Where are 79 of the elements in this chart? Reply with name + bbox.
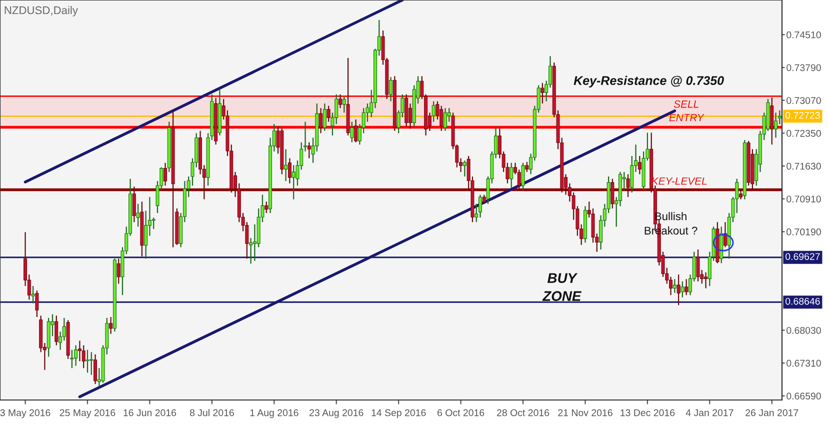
y-tick-label: 0.70190 <box>786 228 821 236</box>
x-tick-label: 26 Jan 2017 <box>746 409 798 416</box>
candlestick <box>136 203 140 228</box>
candlestick <box>82 344 86 369</box>
y-tick-label: 0.71630 <box>786 162 821 170</box>
candlestick <box>292 164 296 200</box>
candlestick <box>521 162 525 191</box>
x-tick-label: 4 Jan 2017 <box>686 409 734 416</box>
text: NZDUSD,Daily <box>4 6 78 16</box>
candlestick <box>116 258 120 284</box>
candlestick <box>54 315 58 346</box>
candlestick <box>739 190 743 200</box>
candlestick <box>264 201 268 214</box>
x-tick-label: 6 Oct 2016 <box>438 409 484 416</box>
candlestick <box>109 316 113 334</box>
y-tick-label: 0.66590 <box>786 392 821 400</box>
candlestick <box>94 354 98 385</box>
y-tick-label: 0.73790 <box>786 64 821 72</box>
candlestick <box>35 290 39 318</box>
y-tick-label: 0.67310 <box>786 360 821 367</box>
candlestick <box>510 162 514 188</box>
candlestick <box>31 285 35 304</box>
y-tick-label: 0.73070 <box>786 97 821 104</box>
annotation: BUY ZONE <box>542 273 582 301</box>
candlestick <box>482 194 486 204</box>
ref-line-label: 0.69627 <box>786 253 820 260</box>
x-tick-label: 21 Nov 2016 <box>558 409 612 416</box>
candlestick <box>86 349 90 374</box>
candlestick <box>132 186 136 223</box>
candlestick <box>672 278 676 294</box>
x-tick-label: 3 May 2016 <box>0 409 50 418</box>
candlestick <box>696 248 700 282</box>
candlestick <box>723 222 727 248</box>
candlestick <box>288 158 292 184</box>
candlestick <box>74 344 78 366</box>
ref-line-label: 0.72723 <box>786 112 820 119</box>
y-tick-label: 0.72350 <box>786 130 821 137</box>
candlestick <box>525 161 529 173</box>
candlestick <box>350 121 354 143</box>
x-tick-label: 14 Sep 2016 <box>372 409 426 418</box>
x-tick-label: 13 Dec 2016 <box>620 409 675 416</box>
candlestick <box>319 108 323 134</box>
candlestick <box>307 142 311 159</box>
candlestick <box>676 274 680 306</box>
annotation: Key-Resistance @ 0.7350 <box>574 76 724 88</box>
candlestick <box>770 97 774 146</box>
candlestick <box>610 178 614 209</box>
candlestick <box>284 148 288 182</box>
candlestick <box>680 280 684 298</box>
y-tick-label: 0.70910 <box>786 196 821 202</box>
x-tick-label: 1 Aug 2016 <box>250 409 298 418</box>
candlestick <box>338 94 342 109</box>
ref-line-label: 0.68646 <box>786 298 820 305</box>
candlestick <box>478 194 482 218</box>
x-tick-label: 16 Jun 2016 <box>124 409 176 416</box>
x-tick-label: 28 Oct 2016 <box>497 409 550 416</box>
candlestick <box>389 76 393 102</box>
candlestick <box>342 96 346 114</box>
candlestick <box>354 118 358 143</box>
candlestick <box>462 160 466 178</box>
candlestick <box>322 102 326 132</box>
candlestick <box>638 155 642 175</box>
x-tick-label: 25 May 2016 <box>60 409 116 418</box>
candlestick <box>444 108 447 132</box>
candlestick <box>626 174 630 198</box>
candlestick <box>774 112 778 138</box>
candlestick <box>326 105 330 122</box>
x-tick-label: 23 Aug 2016 <box>310 409 364 418</box>
candlestick <box>704 272 708 289</box>
candlestick <box>90 352 94 376</box>
candlestick <box>70 349 74 369</box>
candlestick <box>440 105 444 132</box>
candlestick <box>164 162 168 186</box>
candlestick <box>432 100 436 122</box>
y-tick-label: 0.74510 <box>786 31 821 38</box>
candlestick <box>540 82 544 104</box>
candlestick <box>684 278 688 296</box>
x-tick-label: 8 Jul 2016 <box>190 409 234 416</box>
y-tick-label: 0.68030 <box>786 326 821 334</box>
